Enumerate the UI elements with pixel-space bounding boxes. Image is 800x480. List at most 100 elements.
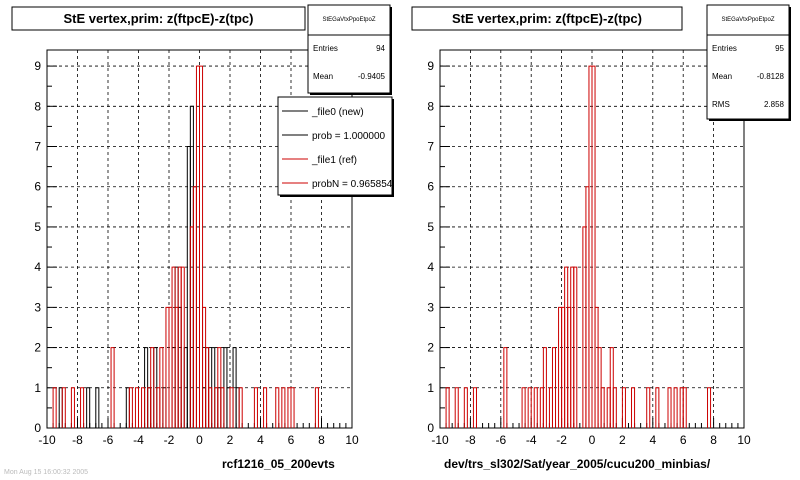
stats-value: -0.8128: [757, 72, 785, 81]
histogram-bin: [612, 387, 617, 428]
histogram-bin: [631, 387, 636, 428]
histogram-bin: [159, 347, 164, 428]
histogram-bin: [682, 387, 687, 428]
histogram-bin: [533, 387, 538, 428]
x-tick-label: 4: [649, 433, 656, 447]
legend: _file0 (new) prob = 1.000000 _file1 (ref) p…: [277, 96, 394, 197]
y-tick-label: 5: [427, 220, 434, 234]
legend-box: [277, 96, 393, 196]
histogram-bin: [263, 387, 268, 428]
histogram-bin: [253, 387, 258, 428]
x-tick-label: -8: [72, 433, 83, 447]
x-tick-label: -6: [495, 433, 506, 447]
x-tick-label: 10: [345, 433, 359, 447]
histogram-bin: [238, 387, 243, 428]
stats-box: [706, 4, 790, 120]
x-tick-label: 0: [196, 433, 203, 447]
x-tick-label: -10: [431, 433, 449, 447]
histogram-bin: [454, 387, 459, 428]
x-tick-label: -4: [526, 433, 537, 447]
histogram-bin: [673, 387, 678, 428]
histogram-bin: [527, 387, 532, 428]
y-tick-label: 7: [34, 140, 41, 154]
histogram-bin: [655, 387, 660, 428]
stats-box: [307, 4, 391, 94]
histogram-bin: [472, 387, 477, 428]
legend-label: _file0 (new): [311, 107, 364, 118]
histogram-bin: [141, 387, 146, 428]
histogram-bin: [52, 387, 57, 428]
histogram-bin: [61, 387, 66, 428]
x-tick-label: 2: [619, 433, 626, 447]
x-axis-label: rcf1216_05_200evts: [222, 457, 335, 471]
y-tick-label: 6: [34, 180, 41, 194]
histogram-bin: [281, 387, 286, 428]
title-box: [411, 6, 683, 31]
chart-title: StE vertex,prim: z(ftpcE)-z(tpc): [64, 11, 254, 26]
y-tick-label: 7: [427, 140, 434, 154]
y-tick-label: 1: [34, 381, 41, 395]
stats-value: -0.9405: [358, 72, 386, 81]
legend-label: probN = 0.965854: [312, 179, 393, 190]
legend-label: prob = 1.000000: [312, 131, 386, 142]
x-tick-label: 8: [318, 433, 325, 447]
chart-title: StE vertex,prim: z(ftpcE)-z(tpc): [452, 11, 642, 26]
stats-name: StEGaVtxPpoEtpoZ: [322, 17, 375, 23]
stats-value: 94: [376, 44, 385, 53]
y-tick-label: 4: [427, 260, 434, 274]
stats-name: StEGaVtxPpoEtpoZ: [721, 17, 774, 23]
histogram-bin: [621, 387, 626, 428]
x-tick-label: 8: [710, 433, 717, 447]
x-tick-label: 10: [737, 433, 751, 447]
histogram-bin: [445, 387, 450, 428]
x-tick-label: 6: [680, 433, 687, 447]
histogram-bin: [542, 347, 547, 428]
x-tick-label: -4: [133, 433, 144, 447]
stats-value: 2.858: [764, 100, 785, 109]
y-tick-label: 6: [427, 180, 434, 194]
x-tick-label: 6: [288, 433, 295, 447]
histogram-bin: [314, 387, 319, 428]
y-tick-label: 2: [34, 341, 41, 355]
y-tick-label: 9: [427, 59, 434, 73]
histogram-bin: [208, 387, 213, 428]
histogram-bin: [600, 387, 605, 428]
x-tick-label: -10: [38, 433, 56, 447]
histogram-bin: [521, 387, 526, 428]
histogram-bin: [70, 387, 75, 428]
histogram-bin: [128, 387, 133, 428]
histogram-bin: [667, 387, 672, 428]
y-tick-label: 0: [34, 421, 41, 435]
x-tick-label: 2: [227, 433, 234, 447]
histogram-bin: [150, 347, 155, 428]
y-tick-label: 0: [427, 421, 434, 435]
stats-label: Entries: [313, 44, 338, 53]
y-tick-label: 1: [427, 381, 434, 395]
histogram-bin: [199, 65, 204, 428]
histogram-bin: [646, 387, 651, 428]
histogram-bin: [95, 387, 100, 428]
legend-label: _file1 (ref): [311, 155, 357, 166]
y-tick-label: 3: [34, 300, 41, 314]
histogram-bin: [463, 387, 468, 428]
histogram-bin: [503, 347, 508, 428]
histogram-bin: [220, 387, 225, 428]
x-tick-label: -6: [103, 433, 114, 447]
x-tick-label: 4: [257, 433, 264, 447]
stats-label: Mean: [712, 72, 732, 81]
histogram-bin: [180, 266, 185, 428]
histogram-bin: [591, 65, 596, 428]
histogram-bin: [80, 387, 85, 428]
x-axis-label: dev/trs_sl302/Sat/year_2005/cucu200_minb…: [444, 457, 711, 471]
stats-value: 95: [775, 44, 784, 53]
histogram-bin: [110, 347, 115, 428]
histogram-bin: [573, 266, 578, 428]
histogram-bin: [551, 347, 557, 428]
y-tick-label: 8: [427, 99, 434, 113]
x-tick-label: -2: [164, 433, 175, 447]
y-tick-label: 2: [427, 341, 434, 355]
histogram-bin: [290, 387, 295, 428]
histogram-bin: [275, 387, 280, 428]
y-tick-label: 4: [34, 260, 41, 274]
stats-label: Mean: [313, 72, 333, 81]
